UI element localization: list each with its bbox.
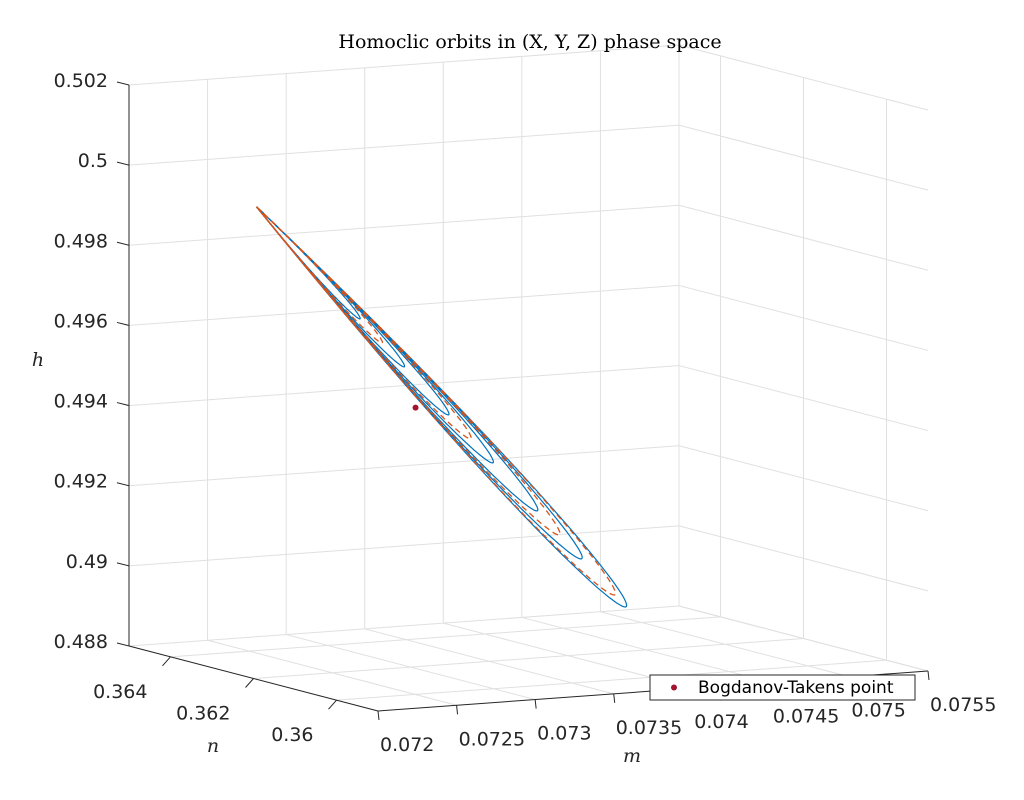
x-tick-label: 0.074 bbox=[694, 711, 748, 733]
chart-title: Homoclic orbits in (X, Y, Z) phase space bbox=[338, 31, 721, 53]
x-tick-label: 0.0735 bbox=[616, 717, 682, 739]
x-tick-mark bbox=[534, 699, 537, 709]
orbit-dashed bbox=[256, 206, 561, 536]
y-axis-label: n bbox=[207, 735, 219, 757]
grid-line bbox=[678, 284, 929, 351]
bt-point-marker bbox=[412, 404, 419, 411]
z-tick-mark bbox=[116, 402, 130, 407]
axes-box bbox=[116, 81, 930, 721]
x-tick-label: 0.073 bbox=[537, 723, 591, 745]
y-tick-mark bbox=[245, 678, 254, 688]
z-tick-label: 0.496 bbox=[54, 310, 108, 332]
grid-line bbox=[678, 204, 929, 271]
grid-line bbox=[128, 605, 680, 647]
x-axis-label: m bbox=[623, 745, 641, 767]
orbit-dashed bbox=[256, 206, 384, 344]
x-tick-label: 0.0755 bbox=[930, 694, 996, 716]
grid-line bbox=[253, 638, 804, 679]
x-tick-mark bbox=[456, 705, 459, 715]
orbit-solid bbox=[256, 206, 450, 416]
z-tick-mark bbox=[116, 241, 130, 246]
grid-line bbox=[678, 445, 929, 512]
z-tick-mark bbox=[116, 81, 130, 86]
orbit-solid bbox=[256, 206, 361, 320]
grid-line bbox=[678, 44, 929, 111]
legend-box bbox=[649, 674, 916, 701]
x-tick-label: 0.0745 bbox=[773, 705, 839, 727]
grid-line bbox=[678, 124, 929, 191]
grid-line bbox=[336, 659, 887, 701]
orbit-dashed bbox=[256, 206, 472, 440]
z-tick-label: 0.502 bbox=[54, 70, 108, 92]
z-tick-mark bbox=[116, 482, 130, 487]
orbit-dashed bbox=[256, 206, 617, 596]
orbit-curves bbox=[256, 206, 628, 608]
y-tick-mark bbox=[162, 656, 171, 667]
grid-line bbox=[678, 365, 929, 432]
z-tick-mark bbox=[116, 642, 130, 647]
orbit-solid bbox=[256, 206, 494, 464]
grid-line bbox=[128, 284, 680, 326]
grid-line bbox=[678, 525, 929, 592]
z-tick-label: 0.492 bbox=[54, 471, 108, 493]
z-tick-mark bbox=[116, 562, 130, 567]
legend: Bogdanov-Takens point bbox=[649, 674, 916, 701]
y-tick-label: 0.362 bbox=[176, 703, 230, 725]
grid-line bbox=[128, 204, 680, 246]
orbit-solid bbox=[256, 206, 628, 608]
y-tick-label: 0.36 bbox=[271, 724, 313, 746]
orbit-solid bbox=[256, 206, 539, 512]
x-tick-mark bbox=[927, 670, 930, 681]
grid-line bbox=[128, 124, 680, 166]
grid-line bbox=[128, 365, 680, 407]
x-tick-label: 0.075 bbox=[851, 700, 905, 722]
z-tick-label: 0.49 bbox=[66, 551, 108, 573]
x-tick-mark bbox=[613, 693, 616, 703]
legend-entry-label: Bogdanov-Takens point bbox=[698, 678, 894, 698]
z-tick-label: 0.494 bbox=[54, 391, 108, 413]
x-tick-label: 0.072 bbox=[380, 734, 434, 756]
grid-line bbox=[170, 616, 721, 658]
y-tick-label: 0.364 bbox=[93, 681, 147, 703]
z-axis-label: h bbox=[32, 349, 44, 371]
grid-line bbox=[128, 525, 680, 567]
y-tick-mark bbox=[328, 699, 337, 710]
z-tick-label: 0.5 bbox=[78, 150, 108, 172]
x-tick-mark bbox=[377, 710, 380, 721]
tick-labels: 0.072 0.0725 0.073 0.0735 0.074 0.0745 0.075 0.… bbox=[54, 70, 997, 756]
grid-lines bbox=[128, 44, 929, 712]
grid-line bbox=[678, 605, 929, 672]
z-tick-label: 0.498 bbox=[54, 230, 108, 252]
z-tick-mark bbox=[116, 161, 130, 166]
z-tick-mark bbox=[116, 321, 130, 326]
legend-marker bbox=[671, 684, 677, 691]
grid-line bbox=[128, 44, 680, 86]
orbit-solid bbox=[256, 206, 583, 560]
z-tick-label: 0.488 bbox=[54, 631, 108, 653]
grid-line bbox=[128, 445, 680, 487]
x-tick-label: 0.0725 bbox=[459, 728, 525, 750]
